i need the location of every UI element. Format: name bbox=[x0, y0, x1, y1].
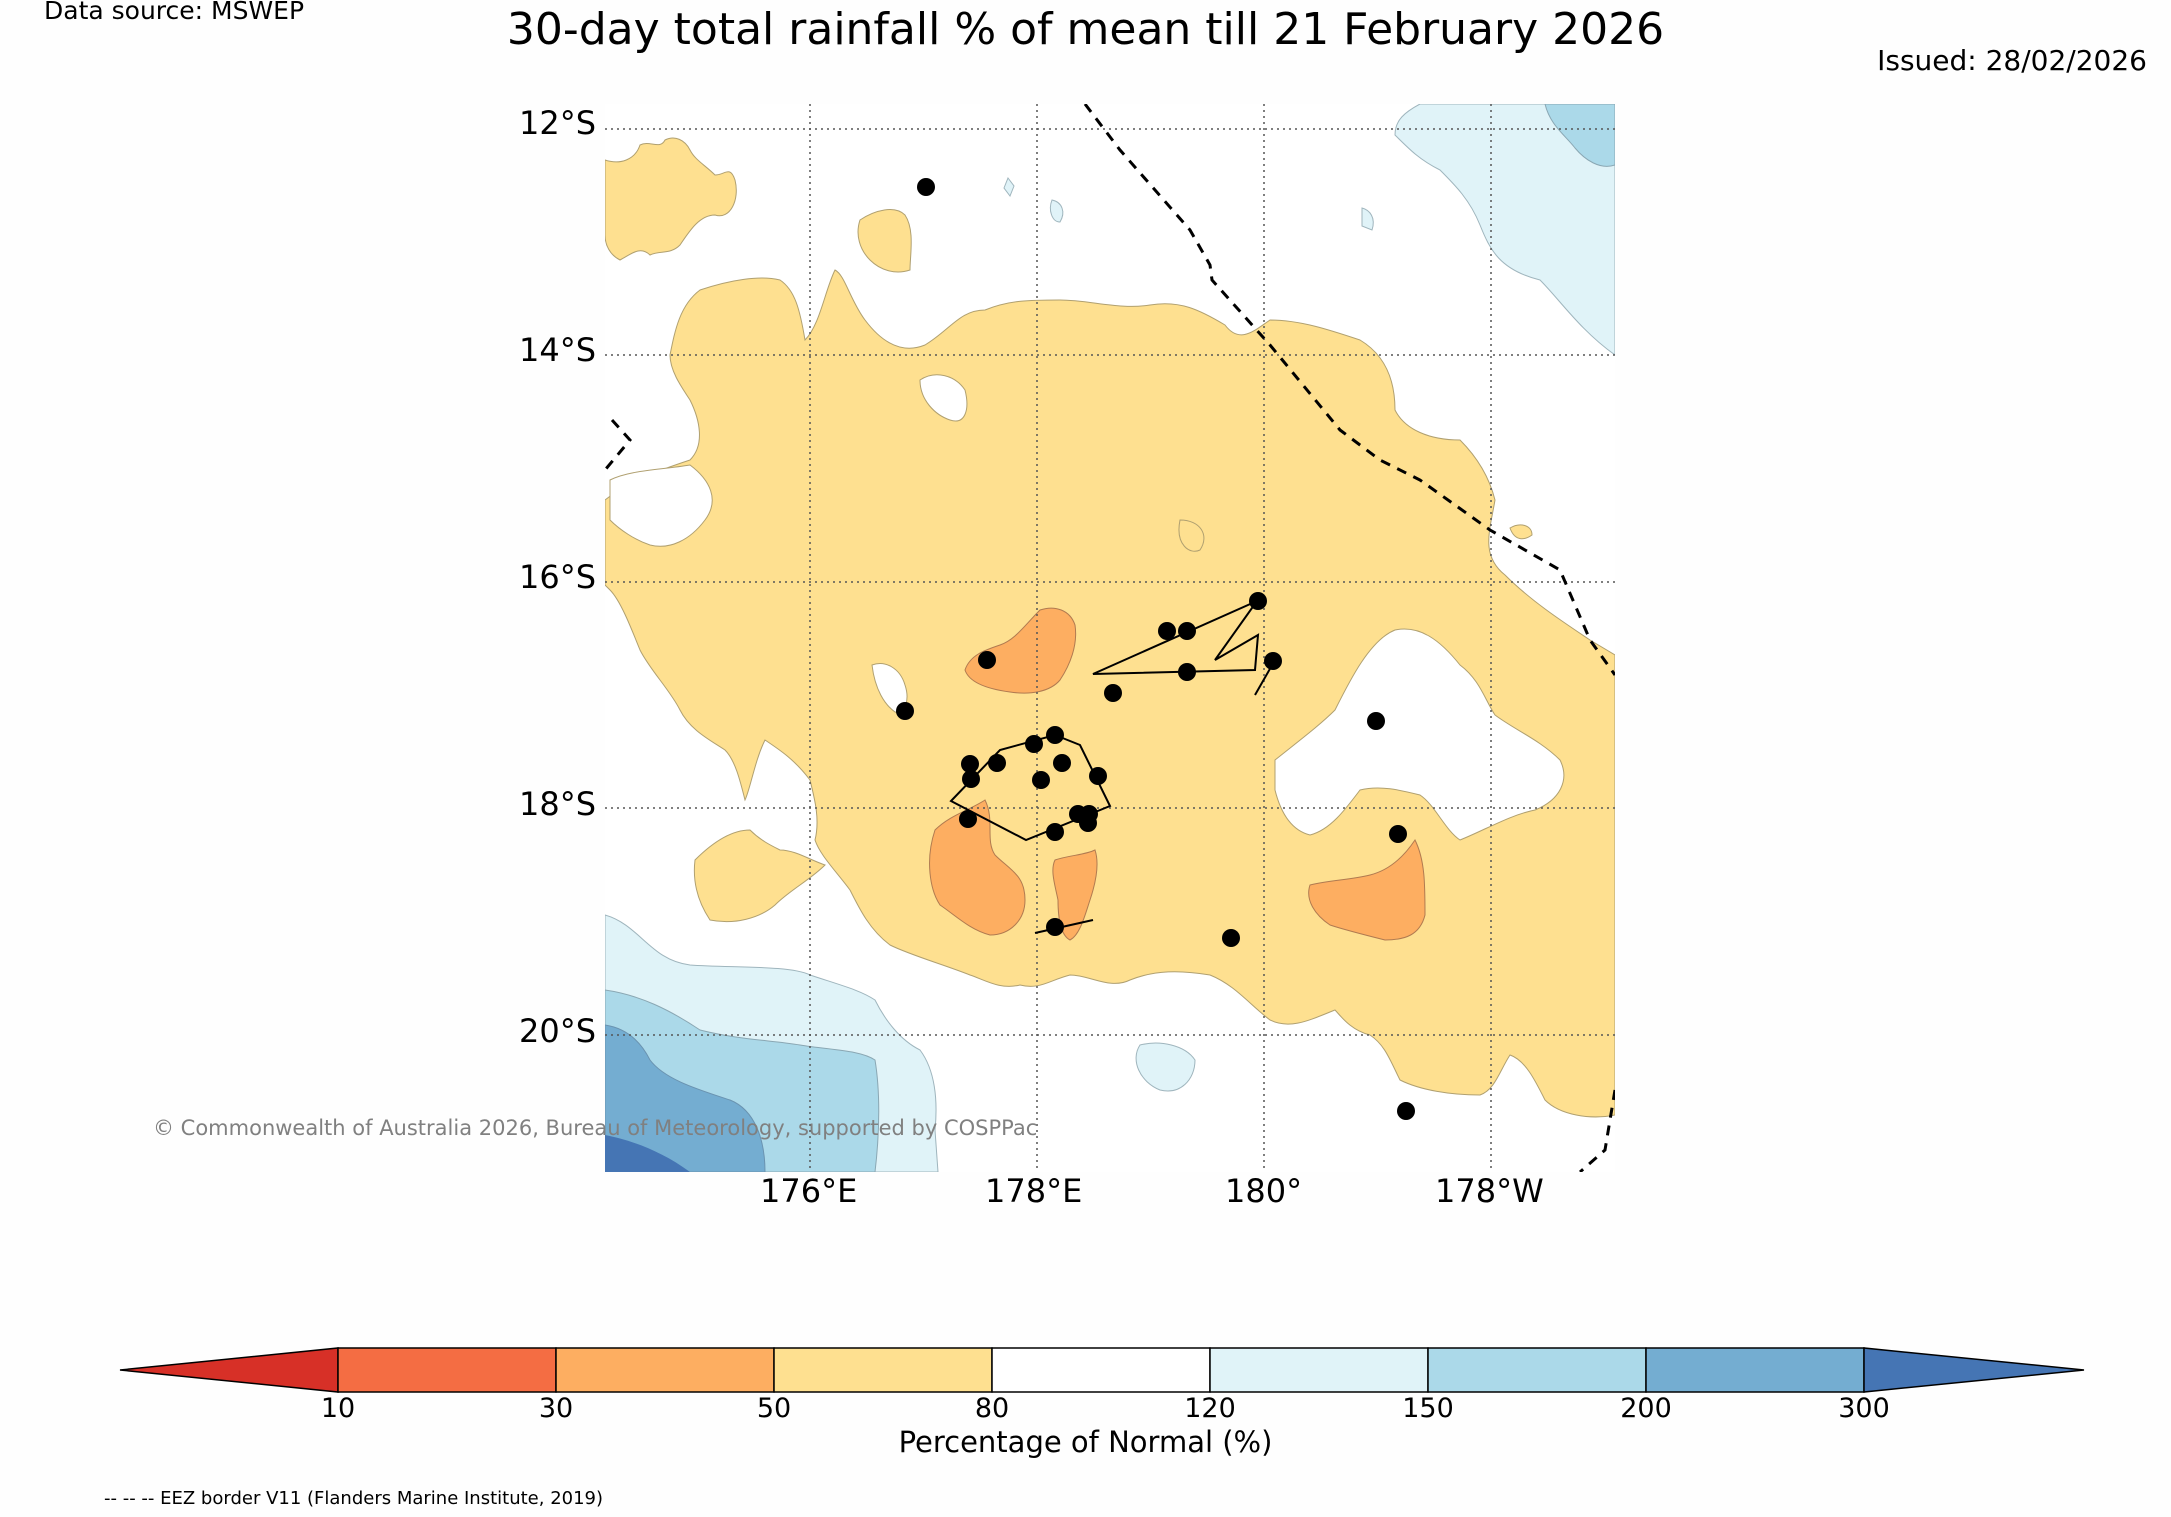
wet-region-southwest-deepest bbox=[605, 1135, 690, 1172]
station-dot bbox=[978, 651, 996, 669]
station-dot bbox=[1046, 823, 1064, 841]
map-title: 30-day total rainfall % of mean till 21 … bbox=[506, 4, 1665, 55]
copyright-notice: © Commonwealth of Australia 2026, Bureau… bbox=[153, 1116, 1038, 1140]
normal-hole-west bbox=[609, 464, 713, 547]
normal-hole-north bbox=[919, 374, 968, 422]
lat-label-18s: 18°S bbox=[518, 785, 596, 823]
station-dot bbox=[1025, 735, 1043, 753]
station-dot bbox=[1389, 825, 1407, 843]
colorbar-tick-30: 30 bbox=[538, 1393, 574, 1424]
wet-region-northeast-deep bbox=[1544, 104, 1615, 167]
dry-region-north-2 bbox=[857, 209, 912, 273]
colorbar-label: Percentage of Normal (%) bbox=[898, 1425, 1273, 1459]
wet-region-northeast bbox=[1394, 104, 1615, 356]
station-dot bbox=[1079, 814, 1097, 832]
station-dot bbox=[1222, 929, 1240, 947]
station-dot bbox=[1178, 622, 1196, 640]
station-dot bbox=[1367, 712, 1385, 730]
station-dot bbox=[896, 702, 914, 720]
colorbar-segment-c30_50 bbox=[555, 1347, 775, 1393]
wet-islet-4 bbox=[1135, 1042, 1196, 1092]
station-dot bbox=[962, 770, 980, 788]
dry-patch-south-central bbox=[1052, 849, 1098, 941]
lat-label-14s: 14°S bbox=[518, 331, 596, 369]
station-dot bbox=[1264, 652, 1282, 670]
colorbar-segment-c150_200 bbox=[1427, 1347, 1647, 1393]
colorbar-segment-c200_300 bbox=[1645, 1347, 1865, 1393]
lon-label-178e: 178°E bbox=[985, 1172, 1083, 1210]
dry-region-southwest-islet bbox=[693, 829, 826, 923]
colorbar-extension-low bbox=[119, 1347, 339, 1393]
station-dot bbox=[1104, 684, 1122, 702]
colorbar-tick-150: 150 bbox=[1402, 1393, 1454, 1424]
lon-label-176e: 176°E bbox=[760, 1172, 858, 1210]
dry-patch-southwest bbox=[929, 799, 1026, 936]
wet-islet-2 bbox=[1049, 199, 1064, 223]
station-dot bbox=[988, 754, 1006, 772]
station-dot bbox=[1178, 663, 1196, 681]
lat-label-12s: 12°S bbox=[518, 104, 596, 142]
station-dot bbox=[1158, 622, 1176, 640]
dry-patch-east bbox=[1308, 839, 1426, 941]
colorbar-segment-c120_150 bbox=[1209, 1347, 1429, 1393]
colorbar-tick-200: 200 bbox=[1620, 1393, 1672, 1424]
dry-region-north bbox=[605, 137, 737, 261]
eez-border-note: -- -- -- EEZ border V11 (Flanders Marine… bbox=[104, 1488, 604, 1509]
lat-label-20s: 20°S bbox=[518, 1012, 596, 1050]
colorbar-tick-80: 80 bbox=[974, 1393, 1010, 1424]
dry-patch-north bbox=[964, 607, 1077, 694]
station-dot bbox=[961, 755, 979, 773]
dry-islet-east bbox=[1509, 524, 1533, 540]
lon-label-180: 180° bbox=[1225, 1172, 1303, 1210]
station-dot bbox=[1053, 754, 1071, 772]
lat-label-16s: 16°S bbox=[518, 558, 596, 596]
station-markers bbox=[896, 178, 1415, 1120]
normal-hole-east bbox=[1274, 628, 1565, 841]
colorbar-segment-c80_120 bbox=[991, 1347, 1211, 1393]
station-dot bbox=[1397, 1102, 1415, 1120]
colorbar-tick-50: 50 bbox=[756, 1393, 792, 1424]
station-dot bbox=[1249, 592, 1267, 610]
colorbar-segment-c50_80 bbox=[773, 1347, 993, 1393]
station-dot bbox=[1032, 771, 1050, 789]
colorbar-segment-c10_30 bbox=[337, 1347, 557, 1393]
wet-islet-3 bbox=[1003, 176, 1015, 198]
colorbar-extension-high bbox=[1863, 1347, 2085, 1393]
station-dot bbox=[959, 810, 977, 828]
eez-border bbox=[605, 104, 1615, 1172]
station-dot bbox=[1046, 918, 1064, 936]
wet-region-southwest-deep bbox=[605, 1024, 766, 1172]
station-dot bbox=[1046, 726, 1064, 744]
wet-islet-1 bbox=[1361, 207, 1374, 231]
station-dot bbox=[1089, 767, 1107, 785]
graticule bbox=[605, 104, 1615, 1172]
data-source-label: Data source: MSWEP bbox=[44, 0, 305, 25]
colorbar-tick-10: 10 bbox=[320, 1393, 356, 1424]
colorbar-tick-120: 120 bbox=[1184, 1393, 1236, 1424]
lon-label-178w: 178°W bbox=[1435, 1172, 1544, 1210]
colorbar-tick-300: 300 bbox=[1838, 1393, 1890, 1424]
issued-date: Issued: 28/02/2026 bbox=[1877, 44, 2147, 77]
station-dot bbox=[917, 178, 935, 196]
